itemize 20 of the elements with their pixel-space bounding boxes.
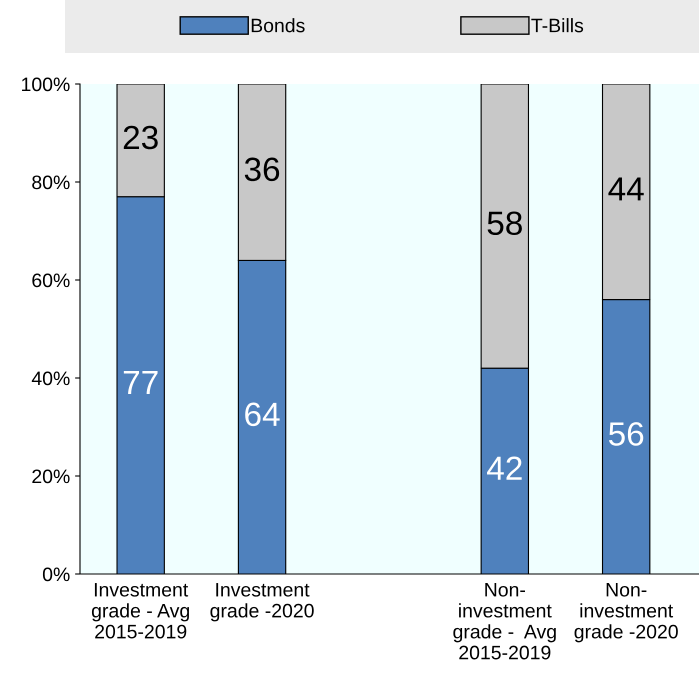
data-label: 44	[608, 177, 644, 200]
data-label: 77	[124, 371, 158, 394]
legend-label: Bonds	[252, 18, 305, 32]
legend-label: T-Bills	[531, 18, 584, 32]
data-label: 64	[245, 402, 280, 426]
y-tick-label: 40%	[32, 371, 70, 386]
y-tick-label: 60%	[32, 273, 70, 288]
data-label: 58	[488, 211, 522, 236]
data-label: 36	[244, 158, 280, 182]
x-tick-label: Investment grade -2020	[210, 583, 314, 622]
data-label: 23	[124, 126, 158, 150]
y-tick-label: 100%	[22, 77, 70, 92]
data-label: 42	[487, 456, 522, 480]
data-label: 56	[608, 422, 644, 446]
x-tick-label: Investment grade - Avg 2015-2019	[92, 583, 189, 639]
y-tick-label: 20%	[32, 469, 70, 484]
x-tick-label: Non- investment grade - Avg 2015-2019	[453, 583, 556, 660]
y-tick-label: 80%	[32, 175, 70, 190]
y-tick-label: 0%	[42, 567, 70, 582]
x-tick-label: Non- investment grade -2020	[574, 583, 678, 642]
